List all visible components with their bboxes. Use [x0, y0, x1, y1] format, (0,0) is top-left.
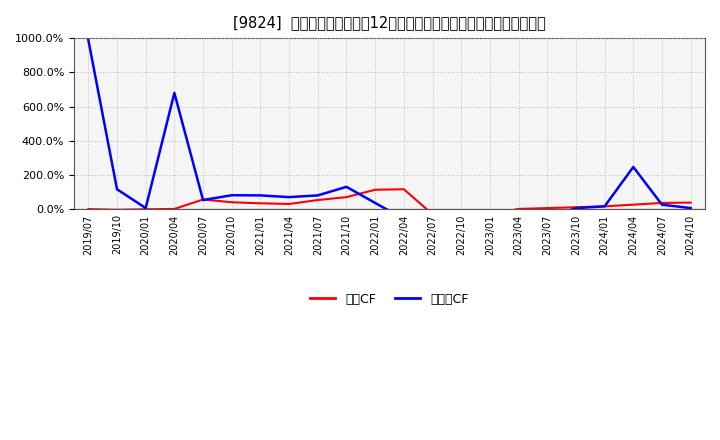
フリーCF: [514, 228, 523, 234]
フリーCF: [313, 193, 322, 198]
フリーCF: [228, 193, 236, 198]
営業CF: [457, 212, 466, 217]
営業CF: [84, 206, 93, 212]
営業CF: [686, 200, 695, 205]
フリーCF: [686, 205, 695, 211]
フリーCF: [457, 228, 466, 234]
営業CF: [170, 206, 179, 212]
営業CF: [514, 206, 523, 212]
フリーCF: [170, 90, 179, 95]
営業CF: [600, 204, 609, 209]
フリーCF: [285, 194, 294, 200]
Legend: 営業CF, フリーCF: 営業CF, フリーCF: [305, 288, 474, 311]
フリーCF: [199, 198, 207, 203]
フリーCF: [428, 220, 437, 225]
営業CF: [199, 197, 207, 202]
フリーCF: [572, 205, 580, 211]
フリーCF: [400, 216, 408, 221]
フリーCF: [629, 164, 638, 169]
営業CF: [572, 205, 580, 210]
Line: 営業CF: 営業CF: [89, 189, 690, 215]
フリーCF: [657, 202, 666, 207]
営業CF: [285, 202, 294, 207]
営業CF: [313, 198, 322, 203]
Title: [9824]  キャッシュフローの12か月移動合計の対前年同期増減率の推移: [9824] キャッシュフローの12か月移動合計の対前年同期増減率の推移: [233, 15, 546, 30]
フリーCF: [141, 205, 150, 211]
営業CF: [629, 202, 638, 207]
営業CF: [485, 212, 494, 217]
営業CF: [657, 200, 666, 205]
フリーCF: [543, 216, 552, 221]
フリーCF: [256, 193, 265, 198]
営業CF: [112, 207, 121, 213]
営業CF: [256, 201, 265, 206]
営業CF: [400, 187, 408, 192]
フリーCF: [600, 204, 609, 209]
フリーCF: [84, 37, 93, 43]
フリーCF: [112, 187, 121, 192]
フリーCF: [371, 200, 379, 205]
営業CF: [141, 207, 150, 212]
フリーCF: [342, 184, 351, 190]
営業CF: [228, 200, 236, 205]
Line: フリーCF: フリーCF: [89, 40, 690, 231]
フリーCF: [485, 223, 494, 228]
営業CF: [342, 194, 351, 200]
営業CF: [371, 187, 379, 192]
営業CF: [428, 212, 437, 217]
営業CF: [543, 205, 552, 211]
